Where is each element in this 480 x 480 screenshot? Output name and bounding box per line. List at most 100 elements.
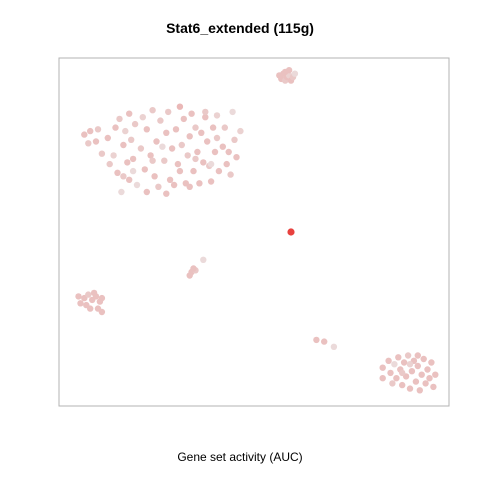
data-point (75, 293, 82, 300)
data-point (330, 343, 338, 350)
data-point (231, 136, 238, 143)
data-point (200, 256, 207, 263)
data-point (389, 380, 396, 387)
data-point (198, 129, 205, 136)
data-point (192, 155, 199, 163)
data-point (172, 126, 180, 133)
data-point (426, 375, 433, 382)
data-point (194, 148, 201, 156)
data-point (155, 183, 162, 190)
data-point (418, 371, 425, 378)
data-point (202, 114, 209, 121)
data-point (424, 366, 431, 373)
data-point (124, 159, 131, 166)
data-point (430, 383, 437, 391)
data-point (225, 148, 232, 156)
data-point (153, 138, 160, 145)
data-point (391, 361, 398, 368)
data-point (211, 148, 219, 156)
data-point (422, 380, 429, 387)
data-point (77, 300, 84, 307)
data-point (116, 115, 123, 123)
data-point (110, 152, 117, 159)
data-point (98, 150, 106, 157)
data-point (141, 166, 148, 173)
data-point (408, 368, 416, 375)
data-point (188, 110, 195, 117)
data-point (90, 289, 98, 297)
data-point (387, 369, 394, 377)
data-point (196, 180, 203, 187)
data-point (219, 143, 226, 150)
data-point (200, 159, 207, 166)
data-point (161, 157, 168, 164)
data-point (81, 131, 88, 138)
data-point (129, 167, 137, 175)
data-point (137, 145, 145, 152)
data-point (143, 126, 150, 133)
data-point (414, 352, 421, 359)
data-point (85, 291, 92, 298)
data-point (190, 167, 197, 175)
data-point (215, 167, 223, 175)
data-point (106, 160, 113, 168)
data-point (129, 155, 137, 163)
data-point (87, 127, 94, 135)
data-point (291, 70, 299, 77)
data-point (163, 190, 170, 197)
data-point (120, 173, 127, 180)
data-point (104, 134, 112, 142)
data-point (126, 110, 133, 117)
data-point (94, 126, 102, 133)
data-point (176, 167, 184, 175)
data-point (192, 124, 199, 131)
data-point (209, 124, 217, 131)
data-point (207, 178, 215, 185)
data-point (159, 143, 166, 150)
data-point (313, 336, 320, 344)
data-point (227, 171, 234, 178)
data-point (178, 141, 185, 149)
data-point (120, 141, 127, 149)
data-point (166, 176, 174, 183)
data-point (170, 181, 178, 189)
data-point (385, 357, 392, 364)
data-point (221, 124, 228, 131)
data-point (406, 385, 414, 392)
data-point (87, 305, 94, 312)
data-point (139, 114, 146, 121)
data-point (285, 67, 293, 74)
data-point (186, 133, 193, 140)
data-point (233, 154, 240, 161)
data-point (420, 355, 427, 363)
data-point (112, 124, 119, 131)
data-point (400, 359, 408, 366)
data-point (379, 364, 386, 371)
data-point (176, 103, 184, 110)
data-point (168, 145, 176, 152)
data-point (163, 129, 170, 136)
data-point (223, 160, 230, 168)
plot-frame (58, 57, 450, 407)
data-point (399, 369, 406, 377)
data-point (287, 228, 295, 236)
data-point (379, 375, 386, 382)
data-point (157, 117, 164, 124)
data-point (184, 152, 191, 159)
data-point (126, 176, 133, 183)
data-point (432, 371, 439, 378)
data-point (122, 127, 129, 135)
data-point (190, 265, 197, 272)
data-point (213, 112, 221, 119)
data-point (202, 108, 209, 116)
data-point (149, 157, 156, 164)
data-point (186, 183, 193, 190)
data-point (213, 134, 221, 142)
data-point (174, 160, 182, 168)
data-point (149, 107, 156, 114)
data-point (143, 188, 150, 196)
data-point (133, 181, 141, 189)
data-point (207, 160, 215, 168)
points-layer (75, 67, 439, 394)
